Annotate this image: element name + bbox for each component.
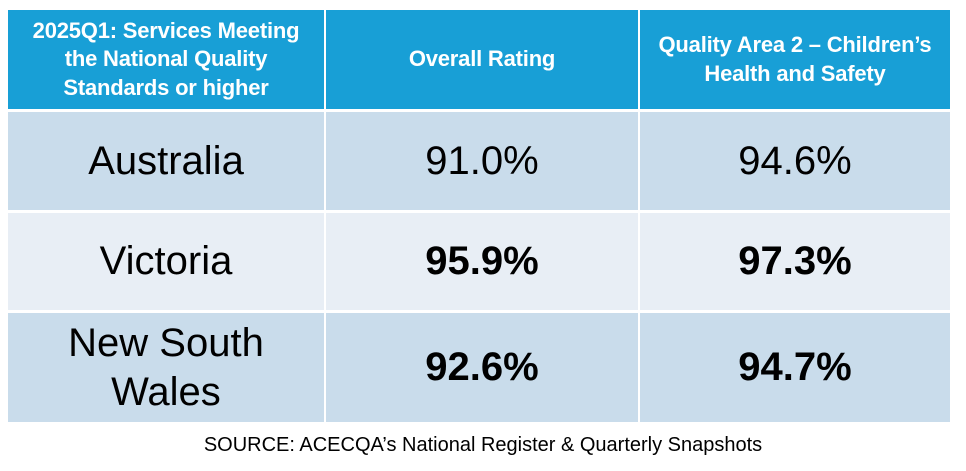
row-australia-region: Australia <box>8 112 324 210</box>
source-note: SOURCE: ACECQA’s National Register & Qua… <box>203 434 763 456</box>
row-victoria-quality-area-2: 97.3% <box>640 213 950 310</box>
row-nsw-region: New South Wales <box>8 313 324 422</box>
row-australia-quality-area-2: 94.6% <box>640 112 950 210</box>
row-nsw-overall-rating: 92.6% <box>326 313 638 422</box>
row-australia-overall-rating: 91.0% <box>326 112 638 210</box>
header-quality-area-2: Quality Area 2 – Children’s Health and S… <box>640 10 950 109</box>
row-victoria-overall-rating: 95.9% <box>326 213 638 310</box>
quality-ratings-table: 2025Q1: Services Meeting the National Qu… <box>8 10 950 422</box>
header-title-cell: 2025Q1: Services Meeting the National Qu… <box>8 10 324 109</box>
row-victoria-region: Victoria <box>8 213 324 310</box>
header-overall-rating: Overall Rating <box>326 10 638 109</box>
row-nsw-quality-area-2: 94.7% <box>640 313 950 422</box>
